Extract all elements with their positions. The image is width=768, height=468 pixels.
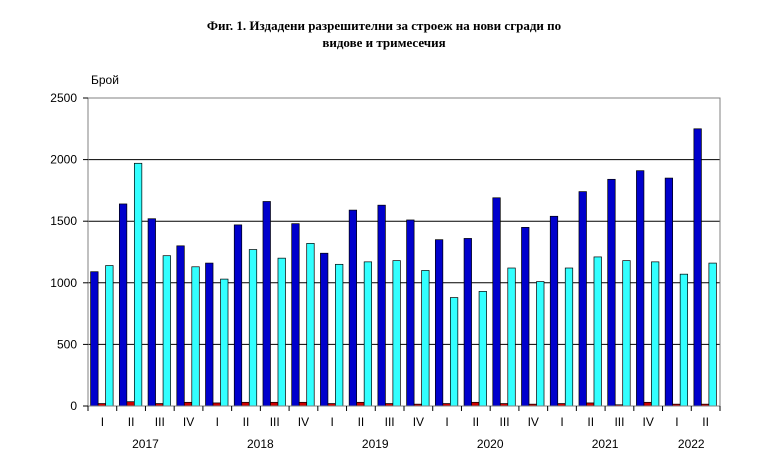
bar-series-3-q15	[507, 267, 516, 407]
bar-series-1-q9	[320, 252, 329, 407]
bar-series-3-q7	[277, 257, 286, 407]
y-tick-label: 0	[70, 399, 77, 413]
x-tick-label: III	[270, 415, 280, 429]
y-tick-label: 500	[57, 337, 77, 351]
chart-title-line-1: Фиг. 1. Издадени разрешителни за строеж …	[206, 18, 562, 33]
bar-series-3-q6	[248, 249, 258, 407]
bar-series-3-q20	[651, 261, 660, 407]
bar-series-3-q9	[335, 263, 344, 407]
bar-series-1-q11	[377, 204, 386, 407]
bar-series-1-q5	[205, 262, 214, 407]
bar-series-3-q10	[363, 261, 373, 407]
x-tick-label: II	[358, 415, 365, 429]
x-tick-label: II	[702, 415, 709, 429]
bar-series-1-q22	[693, 128, 702, 407]
bar-series-3-q22	[708, 262, 717, 407]
year-label: 2020	[477, 437, 504, 451]
y-axis: 0 500 1000 1500 2000 2500	[50, 91, 88, 413]
x-tick-label: III	[500, 415, 510, 429]
bar-series-2-q6	[241, 401, 250, 407]
year-label: 2022	[678, 437, 705, 451]
bar-series-3-q18	[593, 256, 602, 407]
bar-series-3-q8	[306, 243, 315, 407]
bar-series-1-q10	[348, 209, 358, 407]
x-tick-label: II	[472, 415, 479, 429]
x-tick-label: III	[385, 415, 395, 429]
y-axis-label: Брой	[91, 73, 119, 87]
bar-series-3-q14	[478, 291, 487, 407]
bar-series-1-q2	[118, 203, 128, 407]
bar-series-1-q6	[233, 224, 243, 407]
year-label: 2018	[247, 437, 274, 451]
bar-series-1-q18	[578, 191, 587, 407]
bar-series-1-q1	[90, 271, 99, 407]
bar-series-3-q13	[449, 297, 459, 407]
bar-series-1-q12	[406, 219, 415, 407]
bar-series-2-q4	[183, 401, 193, 407]
x-tick-label: I	[101, 415, 104, 429]
x-tick-label: I	[445, 415, 448, 429]
bar-series-1-q21	[664, 177, 674, 407]
x-tick-label: IV	[298, 415, 309, 429]
x-tick-label: II	[587, 415, 594, 429]
bar-series-1-q19	[607, 178, 616, 407]
x-tick-label: III	[614, 415, 624, 429]
bar-series-1-q14	[463, 238, 472, 407]
bar-series-3-q4	[191, 266, 200, 407]
bar-series-3-q17	[564, 267, 574, 407]
x-tick-label: II	[128, 415, 135, 429]
bar-series-1-q16	[521, 227, 530, 407]
bar-series-3-q5	[220, 278, 229, 407]
y-tick-label: 1500	[50, 214, 77, 228]
bars	[90, 128, 717, 407]
bar-series-3-q3	[162, 255, 171, 407]
bar-series-3-q2	[133, 162, 143, 407]
y-tick-label: 2000	[50, 153, 77, 167]
y-tick-label: 1000	[50, 276, 77, 290]
bar-series-2-q8	[298, 401, 308, 407]
y-tick-label: 2500	[50, 91, 77, 105]
bar-series-3-q11	[392, 260, 401, 407]
year-label: 2017	[132, 437, 159, 451]
x-tick-label: I	[216, 415, 219, 429]
x-tick-label: III	[155, 415, 165, 429]
x-tick-label: II	[243, 415, 250, 429]
x-tick-label: I	[331, 415, 334, 429]
year-label: 2021	[592, 437, 619, 451]
bar-series-2-q20	[643, 401, 652, 407]
bar-series-2-q2	[126, 401, 135, 407]
x-tick-label: I	[675, 415, 678, 429]
bar-series-1-q4	[176, 245, 185, 407]
x-tick-label: I	[560, 415, 563, 429]
bar-series-3-q12	[421, 270, 430, 407]
bar-series-1-q20	[636, 170, 645, 407]
bar-series-1-q8	[291, 223, 300, 407]
x-tick-label: IV	[643, 415, 654, 429]
x-tick-label: IV	[528, 415, 539, 429]
bar-series-2-q10	[356, 401, 365, 407]
bar-series-3-q21	[679, 273, 689, 407]
bar-series-1-q3	[147, 218, 156, 407]
x-axis: I II III IV I II III IV I II III IV I II III IV I II III IV…	[87, 406, 721, 451]
bar-series-1-q13	[434, 239, 444, 407]
chart-title: Фиг. 1. Издадени разрешителни за строеж …	[0, 17, 768, 51]
bar-series-1-q15	[492, 197, 501, 407]
bar-series-1-q7	[262, 201, 271, 407]
bar-series-3-q16	[536, 281, 545, 407]
bar-series-3-q1	[105, 265, 114, 407]
bar-series-3-q19	[622, 260, 631, 407]
x-tick-label: IV	[183, 415, 194, 429]
chart-title-line-2: видове и тримесечия	[322, 35, 446, 50]
bar-series-2-q7	[270, 401, 279, 407]
year-label: 2019	[362, 437, 389, 451]
bar-series-2-q14	[471, 401, 480, 407]
bar-series-1-q17	[549, 215, 559, 407]
x-tick-label: IV	[413, 415, 424, 429]
